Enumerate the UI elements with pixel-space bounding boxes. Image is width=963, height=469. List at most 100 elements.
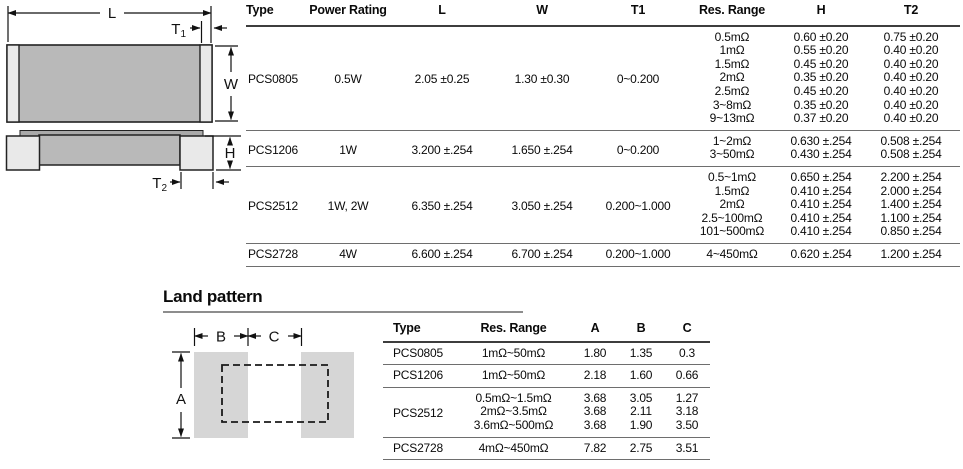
cell-l: 6.350 ±.254 [392,165,492,244]
cell-c: 1.27 [664,386,710,406]
cell-a: 3.68 [583,417,607,432]
land-pattern-diagram: B C A [172,328,354,439]
cell-h: 0.35 ±0.20 [793,70,849,85]
cell-type: PCS0805 [248,72,298,87]
dimension-lines-side [170,135,241,189]
cell-w: 1.650 ±.254 [492,129,592,167]
land-header-b: B [618,320,664,343]
cell-h: 0.35 ±0.20 [793,97,849,112]
cell-type: PCS2728 [383,436,455,460]
cell-t2: 0.40 ±0.20 [883,83,939,98]
chip-body-side [38,134,181,166]
cell-h: 0.620 ±.254 [780,242,862,266]
cell-b: 2.75 [618,436,664,460]
cell-power: 1W [304,129,392,167]
cell-b: 1.90 [629,417,653,432]
cell-type: PCS2728 [246,242,304,266]
cell-type: PCS2512 [383,386,455,438]
table-row: 2.5mΩ 0.45 ±0.20 0.40 ±0.20 [246,83,960,99]
chip-left-cap [6,44,20,123]
cell-res: 0.5mΩ [714,29,750,44]
spec-header-t1: T1 [592,1,684,27]
cell-t2: 0.850 ±.254 [880,224,942,239]
cell-t2: 0.40 ±0.20 [883,97,939,112]
spec-header-l: L [392,1,492,27]
cell-w: 6.700 ±.254 [492,242,592,266]
table-row: 1mΩ 0.55 ±0.20 0.40 ±0.20 [246,44,960,58]
cell-res: 101~500mΩ [699,224,765,239]
cell-res: 2.5~100mΩ [701,210,763,225]
label-W: W [224,76,239,93]
cell-h: 0.60 ±0.20 [793,29,849,44]
table-row: 2.5~100mΩ 0.410 ±.254 1.100 ±.254 [246,210,960,226]
land-pattern-title: Land pattern [163,287,263,306]
table-row: PCS2512 0.5mΩ~1.5mΩ 3.68 3.05 1.27 [383,386,710,438]
table-row: PCS1206 1mΩ~50mΩ 2.18 1.60 0.66 [383,364,710,388]
cell-res: 0.5mΩ~1.5mΩ [455,386,572,406]
cell-res: 1.5mΩ [714,56,750,71]
cell-h: 0.410 ±.254 [790,210,852,225]
cell-type: PCS0805 [393,345,443,360]
table-row: 3.6mΩ~500mΩ 3.68 1.90 3.50 [383,417,710,437]
land-pad-left [194,352,248,438]
cell-t2: 0.40 ±0.20 [883,70,939,85]
dimension-lines [7,6,238,122]
cell-t1: 0.200~1.000 [592,242,684,266]
cell-l: 6.600 ±.254 [392,242,492,266]
cell-h: 0.630 ±.254 [780,129,862,149]
land-group-pcs2512: PCS2512 0.5mΩ~1.5mΩ 3.68 3.05 1.27 2mΩ~3… [383,386,710,438]
cell-power: 0.5W [334,72,362,87]
cell-h: 0.650 ±.254 [780,165,862,185]
cell-w: 3.050 ±.254 [492,165,592,244]
spec-header-power: Power Rating [304,1,392,27]
cell-t2: 0.40 ±0.20 [883,43,939,58]
chip-right-terminal [179,135,214,171]
table-row: 9~13mΩ 0.37 ±0.20 0.40 ±0.20 [246,111,960,130]
cell-a: 3.68 [572,386,618,406]
cell-w: 1.30 ±0.30 [514,72,570,87]
cell-h: 0.45 ±0.20 [793,83,849,98]
spec-table: Type Power Rating L W T1 Res. Range H T2… [246,1,960,267]
spec-header-res-range: Res. Range [684,1,780,27]
table-row: 1.5mΩ 0.410 ±.254 2.000 ±.254 [246,184,960,199]
cell-c: 0.66 [664,364,710,388]
cell-c: 3.50 [675,417,699,432]
cell-power: 1W, 2W [304,165,392,244]
land-group-pcs2728: PCS2728 4mΩ~450mΩ 7.82 2.75 3.51 [383,436,710,460]
cell-res: 2.5mΩ [714,83,750,98]
cell-res: 2mΩ~3.5mΩ [480,404,547,419]
land-header-c: C [664,320,710,343]
spec-group-pcs2512: PCS2512 1W, 2W 6.350 ±.254 3.050 ±.254 0… [246,165,960,244]
cell-t2: 1.400 ±.254 [880,197,942,212]
cell-c: 3.18 [675,404,699,419]
cell-res: 3.6mΩ~500mΩ [473,417,554,432]
cell-res: 1~2mΩ [684,129,780,149]
label-T1: T1 [171,21,186,40]
cell-c: 0.3 [678,345,696,360]
cell-res: 9~13mΩ [709,111,755,126]
table-row: 3~8mΩ 0.35 ±0.20 0.40 ±0.20 [246,97,960,113]
cell-b: 1.60 [618,364,664,388]
cell-t2: 2.200 ±.254 [862,165,960,185]
chip-outline-dashed [221,364,329,423]
table-row: PCS2512 1W, 2W 6.350 ±.254 3.050 ±.254 0… [246,165,960,244]
table-row: 3~50mΩ 0.430 ±.254 0.508 ±.254 [246,148,960,166]
land-dimension-lines [172,328,303,439]
cell-l: 2.05 ±0.25 [414,72,470,87]
cell-res: 1mΩ~50mΩ [481,345,546,360]
cell-t2: 0.75 ±0.20 [883,29,939,44]
cell-b: 3.05 [618,386,664,406]
cell-t2: 1.200 ±.254 [862,242,960,266]
spec-table-header: Type Power Rating L W T1 Res. Range H T2 [246,1,960,27]
cell-b: 1.35 [629,345,653,360]
land-pattern-rule [163,311,523,313]
cell-t2: 0.40 ±0.20 [883,56,939,71]
cell-res: 4mΩ~450mΩ [455,436,572,460]
spec-group-pcs0805: PCS0805 0.5W 2.05 ±0.25 1.30 ±0.30 0~0.2… [246,26,960,131]
cell-res: 3~8mΩ [712,97,752,112]
cell-h: 0.410 ±.254 [790,197,852,212]
land-header-res-range: Res. Range [455,320,572,343]
table-row: 2mΩ~3.5mΩ 3.68 2.11 3.18 [383,405,710,419]
cell-t1: 0~0.200 [616,72,660,87]
label-A: A [176,391,186,408]
